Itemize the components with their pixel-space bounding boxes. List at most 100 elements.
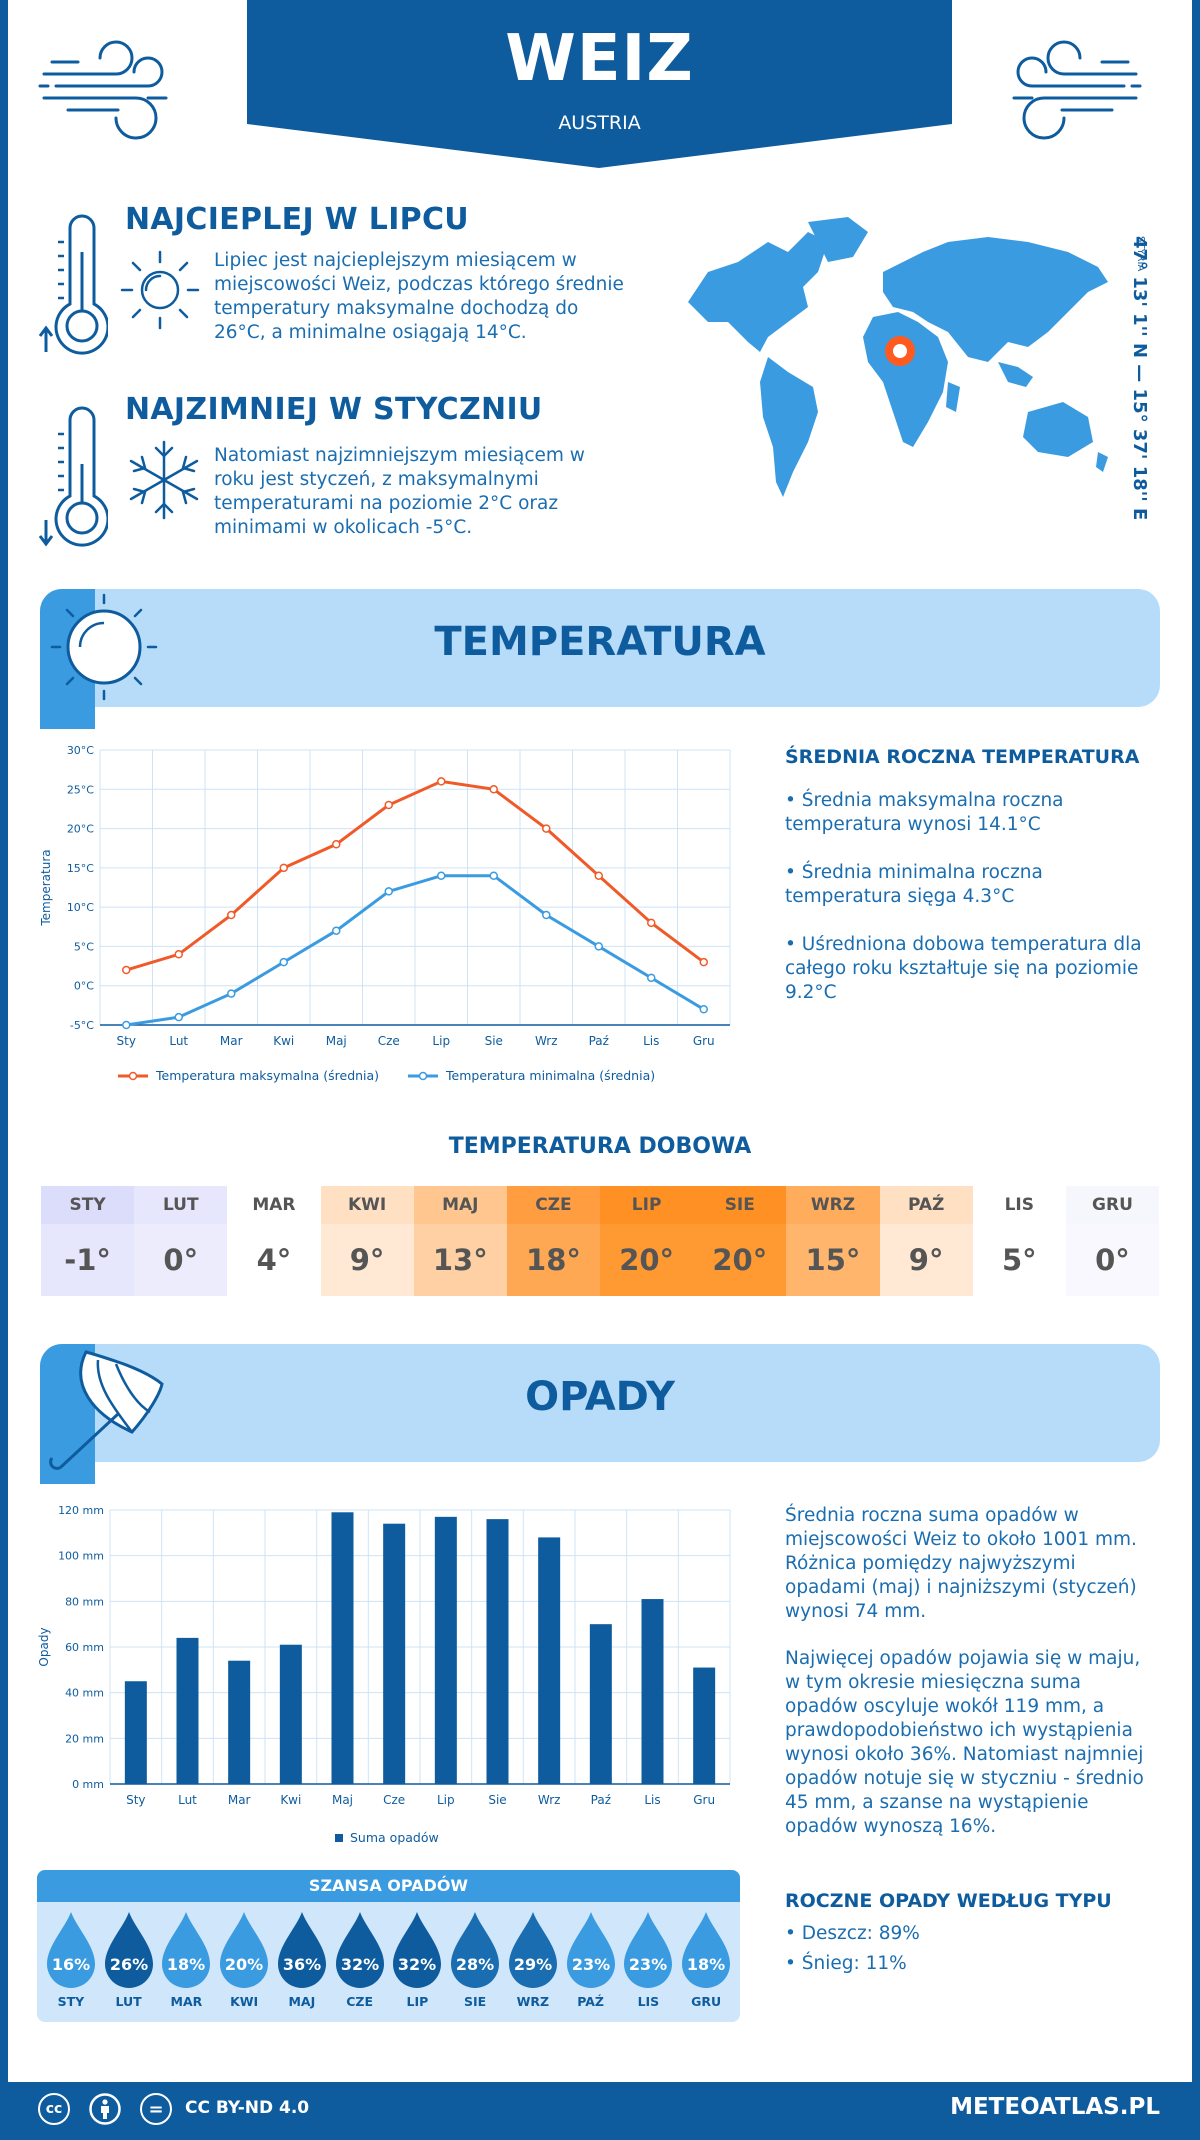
- chance-drop: 29% WRZ: [504, 1902, 562, 2009]
- temp-point: [699, 1005, 708, 1014]
- temperature-banner-title: TEMPERATURA: [434, 619, 766, 665]
- daily-value: 15°: [786, 1224, 880, 1296]
- chance-value: 23%: [629, 1955, 667, 1974]
- raindrop-icon: 18%: [162, 1912, 211, 1988]
- temp-point: [384, 800, 393, 810]
- temp-legend-label: Temperatura minimalna (średnia): [445, 1068, 655, 1083]
- temp-xtick: Lis: [643, 1034, 659, 1048]
- chance-value: 20%: [225, 1955, 263, 1974]
- precip-side-p2: Najwięcej opadów pojawia się w maju, w t…: [785, 1648, 1144, 1837]
- precip-banner-title: OPADY: [525, 1374, 675, 1420]
- chance-drop: 23% LIS: [620, 1902, 678, 2009]
- temp-point: [227, 989, 236, 998]
- raindrop-icon: 18%: [682, 1912, 731, 1988]
- daily-cell: LIP 20°: [600, 1186, 694, 1296]
- temp-point: [279, 957, 288, 967]
- chance-drop: 23% PAŹ: [562, 1902, 620, 2009]
- temp-grid: [99, 749, 731, 1026]
- daily-value: -1°: [41, 1224, 135, 1296]
- temp-xtick: Gru: [693, 1034, 715, 1048]
- precip-grid: [109, 1509, 731, 1785]
- hot-text: Lipiec jest najcieplejszym miesiącem w m…: [214, 250, 624, 343]
- precip-ytick: 120 mm: [58, 1504, 104, 1517]
- thermometer-hot-icon: [38, 214, 108, 355]
- raindrop-icon: 28%: [451, 1912, 500, 1988]
- world-map: [688, 217, 1108, 497]
- temp-point: [122, 965, 131, 975]
- temp-xtick: Wrz: [535, 1034, 558, 1048]
- raindrop-icon: 26%: [104, 1912, 153, 1988]
- precip-bar: [383, 1523, 406, 1784]
- chance-value: 26%: [109, 1955, 147, 1974]
- precip-bar: [124, 1681, 147, 1784]
- temp-point: [647, 918, 656, 928]
- temp-xtick: Lut: [169, 1034, 188, 1048]
- precip-xtick: Paź: [591, 1793, 611, 1807]
- temperature-chart: 30°C 25°C 20°C 15°C 10°C 5°C 0°C -5°C Sty Lut Mar K…: [39, 744, 731, 1083]
- temp-point: [384, 887, 393, 896]
- temp-xtick: Sie: [485, 1034, 503, 1048]
- precip-bar: [693, 1667, 716, 1784]
- hot-title: NAJCIEPLEJ W LIPCU: [125, 202, 469, 237]
- daily-month: MAJ: [413, 1186, 507, 1224]
- precip-xtick: Kwi: [280, 1793, 301, 1807]
- precipitation-chart: 120 mm 100 mm 80 mm 60 mm 40 mm 20 mm 0 mm Sty L…: [37, 1504, 731, 1845]
- raindrop-icon: 23%: [566, 1912, 615, 1988]
- chance-month: KWI: [230, 1994, 259, 2009]
- precip-bar: [589, 1624, 612, 1784]
- precip-xtick: Gru: [693, 1793, 715, 1807]
- temp-legend-marker: [418, 1071, 428, 1081]
- raindrop-icon: 16%: [46, 1912, 95, 1988]
- temp-point: [227, 910, 236, 920]
- daily-value: 9°: [879, 1224, 973, 1296]
- chance-drop: 18% GRU: [677, 1902, 735, 2009]
- site-link[interactable]: METEOATLAS.PL: [950, 2094, 1160, 2120]
- chance-title: SZANSA OPADÓW: [37, 1870, 740, 1902]
- daily-month: GRU: [1065, 1186, 1160, 1224]
- chance-month: WRZ: [516, 1994, 550, 2009]
- temp-point: [437, 871, 446, 880]
- raindrop-icon: 32%: [335, 1912, 384, 1988]
- precip-xtick: Maj: [332, 1793, 353, 1807]
- temp-ytick: 5°C: [74, 940, 94, 953]
- chance-value: 18%: [167, 1955, 205, 1974]
- daily-cell: LIS 5°: [972, 1186, 1066, 1296]
- temp-xtick: Kwi: [273, 1034, 294, 1048]
- temp-ytick: 25°C: [67, 783, 94, 796]
- precip-bar: [538, 1537, 561, 1784]
- precip-xtick: Lut: [178, 1793, 197, 1807]
- cold-text: Natomiast najzimniejszym miesiącem w rok…: [214, 445, 585, 538]
- raindrop-icon: 29%: [508, 1912, 557, 1988]
- umbrella-icon: [40, 1344, 164, 1484]
- temp-legend-marker: [128, 1071, 138, 1081]
- temp-point: [332, 926, 341, 935]
- chance-drop: 18% MAR: [158, 1902, 216, 2009]
- region-label: STYRIA: [1135, 236, 1146, 272]
- daily-cell: MAR 4°: [227, 1186, 321, 1296]
- precip-bar: [331, 1512, 354, 1784]
- daily-month: SIE: [693, 1186, 787, 1224]
- chance-month: CZE: [346, 1994, 374, 2009]
- temp-side-p2: • Średnia minimalna roczna temperatura s…: [785, 862, 1043, 907]
- chance-month: LIS: [637, 1994, 660, 2009]
- chance-drops: 16% STY 26% LUT 18% MAR 20% KWI 36% MAJ 32% CZE 32% L…: [37, 1902, 740, 2009]
- daily-cell: GRU 0°: [1065, 1186, 1160, 1296]
- daily-month: LIP: [600, 1186, 694, 1224]
- chance-value: 16%: [52, 1955, 90, 1974]
- precip-ytick: 100 mm: [58, 1550, 104, 1563]
- chance-month: LUT: [115, 1994, 142, 2009]
- daily-value: 9°: [320, 1224, 414, 1296]
- temp-series-line: [125, 779, 705, 972]
- temp-side-p1: • Średnia maksymalna roczna temperatura …: [785, 790, 1064, 835]
- daily-temperature-table: STY -1° LUT 0° MAR 4° KWI 9° MAJ 13° CZE 18° LIP 20° S…: [41, 1186, 1160, 1296]
- temp-series-line: [126, 874, 705, 1027]
- daily-cell: PAŹ 9°: [879, 1186, 973, 1296]
- daily-value: 18°: [506, 1224, 601, 1296]
- daily-value: 4°: [227, 1224, 321, 1296]
- chance-month: LIP: [406, 1994, 429, 2009]
- daily-month: LIS: [972, 1186, 1066, 1224]
- temp-xtick: Cze: [378, 1034, 400, 1048]
- precip-bar: [228, 1660, 251, 1784]
- precip-bar: [486, 1519, 509, 1784]
- daily-cell: LUT 0°: [134, 1186, 228, 1296]
